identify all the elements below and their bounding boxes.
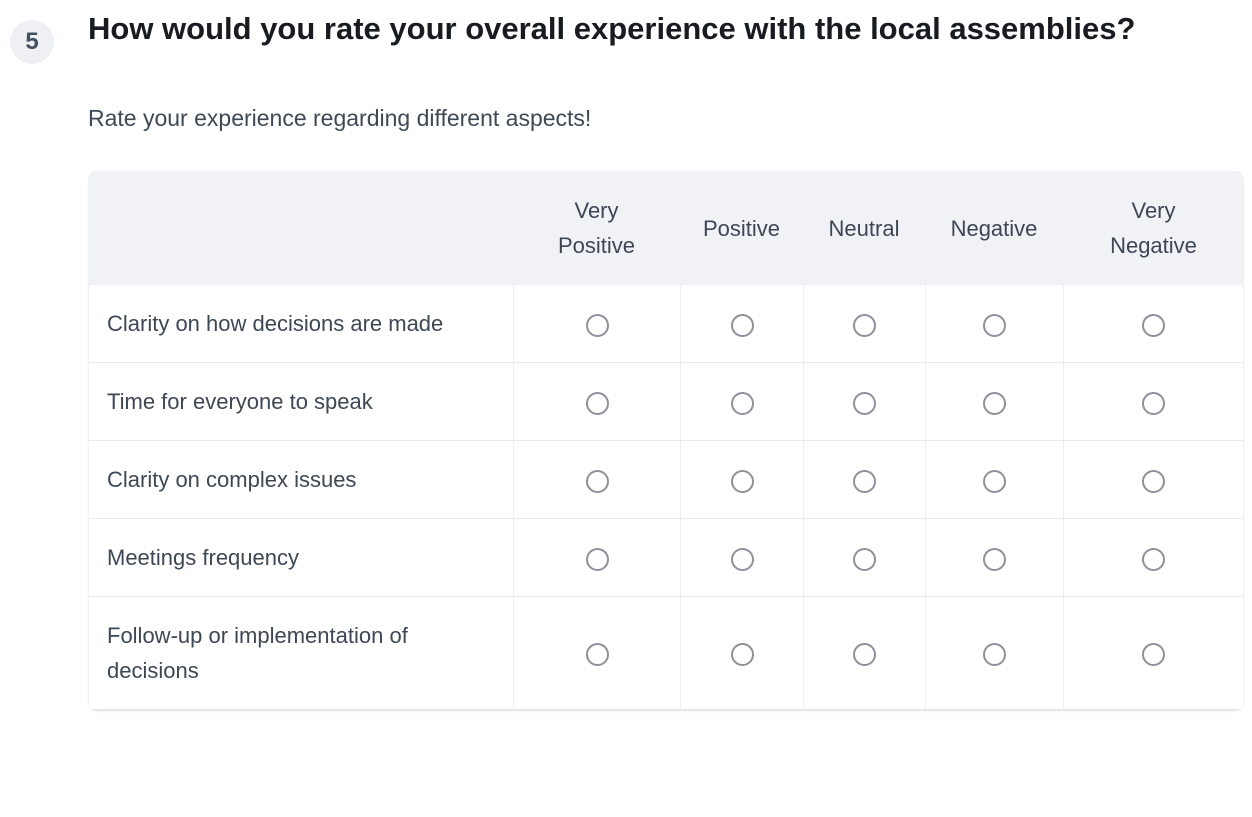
matrix-cell xyxy=(680,363,803,441)
row-label: Clarity on how decisions are made xyxy=(88,285,513,363)
matrix-row-clarity-on-how-decisions-are-made: Clarity on how decisions are made xyxy=(88,285,1244,363)
matrix-cell xyxy=(1063,597,1244,710)
radio-clarity-on-complex-issues--positive[interactable] xyxy=(730,469,754,493)
question-number-badge: 5 xyxy=(10,20,54,64)
column-header-label: Very Negative xyxy=(1110,198,1197,258)
matrix-cell xyxy=(803,285,925,363)
radio-meetings-frequency--very-negative[interactable] xyxy=(1142,547,1165,571)
matrix-cell xyxy=(513,519,680,597)
radio-clarity-on-complex-issues--neutral[interactable] xyxy=(853,469,876,493)
matrix-cell xyxy=(680,285,803,363)
matrix-row-clarity-on-complex-issues: Clarity on complex issues xyxy=(88,441,1244,519)
matrix-table-container: Very Positive Positive Neutral Negative Very… xyxy=(88,171,1244,710)
matrix-cell xyxy=(1063,285,1244,363)
matrix-cell xyxy=(513,363,680,441)
column-header-label: Negative xyxy=(950,215,1038,241)
radio-follow-up-or-implementation-of-decisions--positive[interactable] xyxy=(730,643,754,667)
radio-clarity-on-complex-issues--negative[interactable] xyxy=(983,469,1006,493)
row-label: Meetings frequency xyxy=(88,519,513,597)
radio-time-for-everyone-to-speak--negative[interactable] xyxy=(983,391,1006,415)
radio-follow-up-or-implementation-of-decisions--negative[interactable] xyxy=(983,643,1006,667)
matrix-cell xyxy=(925,519,1063,597)
matrix-cell xyxy=(680,441,803,519)
matrix-cell xyxy=(925,363,1063,441)
question-number: 5 xyxy=(25,28,39,55)
radio-clarity-on-how-decisions-are-made--positive[interactable] xyxy=(730,313,754,337)
radio-clarity-on-how-decisions-are-made--very-positive[interactable] xyxy=(585,313,609,337)
matrix-body: Clarity on how decisions are made Time fo… xyxy=(88,285,1244,710)
matrix-cell xyxy=(925,285,1063,363)
matrix-corner-cell xyxy=(88,171,513,285)
column-header-very-positive: Very Positive xyxy=(513,171,680,285)
matrix-cell xyxy=(513,285,680,363)
question-title: How would you rate your overall experien… xyxy=(88,11,1136,46)
column-header-label: Very Positive xyxy=(557,198,636,258)
radio-time-for-everyone-to-speak--very-negative[interactable] xyxy=(1142,391,1165,415)
radio-clarity-on-how-decisions-are-made--neutral[interactable] xyxy=(853,313,876,337)
row-label: Follow-up or implementation of decisions xyxy=(88,597,513,710)
radio-follow-up-or-implementation-of-decisions--neutral[interactable] xyxy=(853,643,876,667)
radio-meetings-frequency--negative[interactable] xyxy=(983,547,1006,571)
radio-meetings-frequency--positive[interactable] xyxy=(730,547,754,571)
radio-time-for-everyone-to-speak--very-positive[interactable] xyxy=(585,391,609,415)
matrix-cell xyxy=(1063,441,1244,519)
column-header-label: Neutral xyxy=(828,215,900,241)
matrix-table: Very Positive Positive Neutral Negative Very… xyxy=(88,171,1244,710)
matrix-cell xyxy=(803,597,925,710)
question-description: Rate your experience regarding different… xyxy=(88,105,592,131)
matrix-cell xyxy=(680,519,803,597)
matrix-cell xyxy=(513,597,680,710)
column-header-very-negative: Very Negative xyxy=(1063,171,1244,285)
column-header-neutral: Neutral xyxy=(803,171,925,285)
column-header-negative: Negative xyxy=(925,171,1063,285)
row-label: Clarity on complex issues xyxy=(88,441,513,519)
matrix-cell xyxy=(925,597,1063,710)
matrix-cell xyxy=(803,441,925,519)
matrix-row-time-for-everyone-to-speak: Time for everyone to speak xyxy=(88,363,1244,441)
matrix-cell xyxy=(803,363,925,441)
radio-clarity-on-complex-issues--very-negative[interactable] xyxy=(1142,469,1165,493)
matrix-cell xyxy=(925,441,1063,519)
matrix-cell xyxy=(680,597,803,710)
radio-time-for-everyone-to-speak--neutral[interactable] xyxy=(853,391,876,415)
matrix-row-follow-up-or-implementation-of-decisions: Follow-up or implementation of decisions xyxy=(88,597,1244,710)
radio-follow-up-or-implementation-of-decisions--very-positive[interactable] xyxy=(585,643,609,667)
radio-clarity-on-how-decisions-are-made--negative[interactable] xyxy=(983,313,1006,337)
survey-question: 5 How would you rate your overall experi… xyxy=(0,10,1252,710)
column-header-positive: Positive xyxy=(680,171,803,285)
matrix-cell xyxy=(803,519,925,597)
matrix-row-meetings-frequency: Meetings frequency xyxy=(88,519,1244,597)
radio-meetings-frequency--neutral[interactable] xyxy=(853,547,876,571)
matrix-cell xyxy=(1063,519,1244,597)
radio-clarity-on-how-decisions-are-made--very-negative[interactable] xyxy=(1142,313,1165,337)
matrix-cell xyxy=(513,441,680,519)
radio-time-for-everyone-to-speak--positive[interactable] xyxy=(730,391,754,415)
radio-follow-up-or-implementation-of-decisions--very-negative[interactable] xyxy=(1142,643,1165,667)
row-label: Time for everyone to speak xyxy=(88,363,513,441)
column-header-label: Positive xyxy=(702,215,781,241)
radio-clarity-on-complex-issues--very-positive[interactable] xyxy=(585,469,609,493)
radio-meetings-frequency--very-positive[interactable] xyxy=(585,547,609,571)
matrix-cell xyxy=(1063,363,1244,441)
matrix-head-row: Very Positive Positive Neutral Negative Very… xyxy=(88,171,1244,285)
